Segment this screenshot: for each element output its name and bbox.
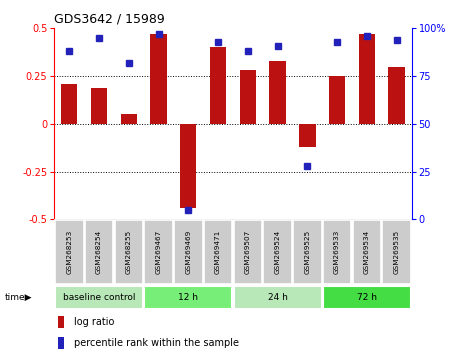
Text: 72 h: 72 h bbox=[357, 293, 377, 302]
FancyBboxPatch shape bbox=[263, 220, 292, 284]
FancyBboxPatch shape bbox=[55, 286, 143, 308]
FancyBboxPatch shape bbox=[114, 220, 143, 284]
Bar bbox=[329, 76, 345, 124]
Text: GSM269525: GSM269525 bbox=[304, 230, 310, 274]
Text: GDS3642 / 15989: GDS3642 / 15989 bbox=[54, 13, 165, 26]
Text: GSM269469: GSM269469 bbox=[185, 230, 191, 274]
FancyBboxPatch shape bbox=[144, 286, 232, 308]
Text: 24 h: 24 h bbox=[268, 293, 288, 302]
FancyBboxPatch shape bbox=[323, 220, 351, 284]
Bar bbox=[299, 124, 315, 147]
FancyBboxPatch shape bbox=[382, 220, 411, 284]
Text: 12 h: 12 h bbox=[178, 293, 198, 302]
Text: time▶: time▶ bbox=[5, 293, 32, 302]
Text: baseline control: baseline control bbox=[63, 293, 135, 302]
Bar bbox=[210, 47, 226, 124]
FancyBboxPatch shape bbox=[234, 220, 262, 284]
Bar bbox=[58, 316, 64, 328]
FancyBboxPatch shape bbox=[234, 286, 322, 308]
Text: GSM268254: GSM268254 bbox=[96, 230, 102, 274]
FancyBboxPatch shape bbox=[323, 286, 411, 308]
Bar bbox=[359, 34, 375, 124]
Bar bbox=[270, 61, 286, 124]
Text: GSM268255: GSM268255 bbox=[126, 230, 132, 274]
FancyBboxPatch shape bbox=[204, 220, 232, 284]
FancyBboxPatch shape bbox=[144, 220, 173, 284]
Text: GSM268253: GSM268253 bbox=[66, 230, 72, 274]
Text: GSM269534: GSM269534 bbox=[364, 230, 370, 274]
Text: GSM269535: GSM269535 bbox=[394, 230, 400, 274]
Bar bbox=[388, 67, 405, 124]
Text: log ratio: log ratio bbox=[74, 317, 114, 327]
Text: GSM269524: GSM269524 bbox=[275, 230, 280, 274]
Bar bbox=[180, 124, 196, 208]
Bar bbox=[240, 70, 256, 124]
Bar bbox=[61, 84, 78, 124]
FancyBboxPatch shape bbox=[352, 220, 381, 284]
Text: GSM269533: GSM269533 bbox=[334, 230, 340, 274]
FancyBboxPatch shape bbox=[55, 220, 84, 284]
Text: GSM269467: GSM269467 bbox=[156, 230, 162, 274]
Bar bbox=[91, 87, 107, 124]
Bar bbox=[150, 34, 167, 124]
Bar bbox=[58, 337, 64, 349]
Text: percentile rank within the sample: percentile rank within the sample bbox=[74, 338, 239, 348]
FancyBboxPatch shape bbox=[293, 220, 322, 284]
Text: GSM269507: GSM269507 bbox=[245, 230, 251, 274]
Bar bbox=[121, 114, 137, 124]
Text: GSM269471: GSM269471 bbox=[215, 230, 221, 274]
FancyBboxPatch shape bbox=[174, 220, 202, 284]
FancyBboxPatch shape bbox=[85, 220, 114, 284]
